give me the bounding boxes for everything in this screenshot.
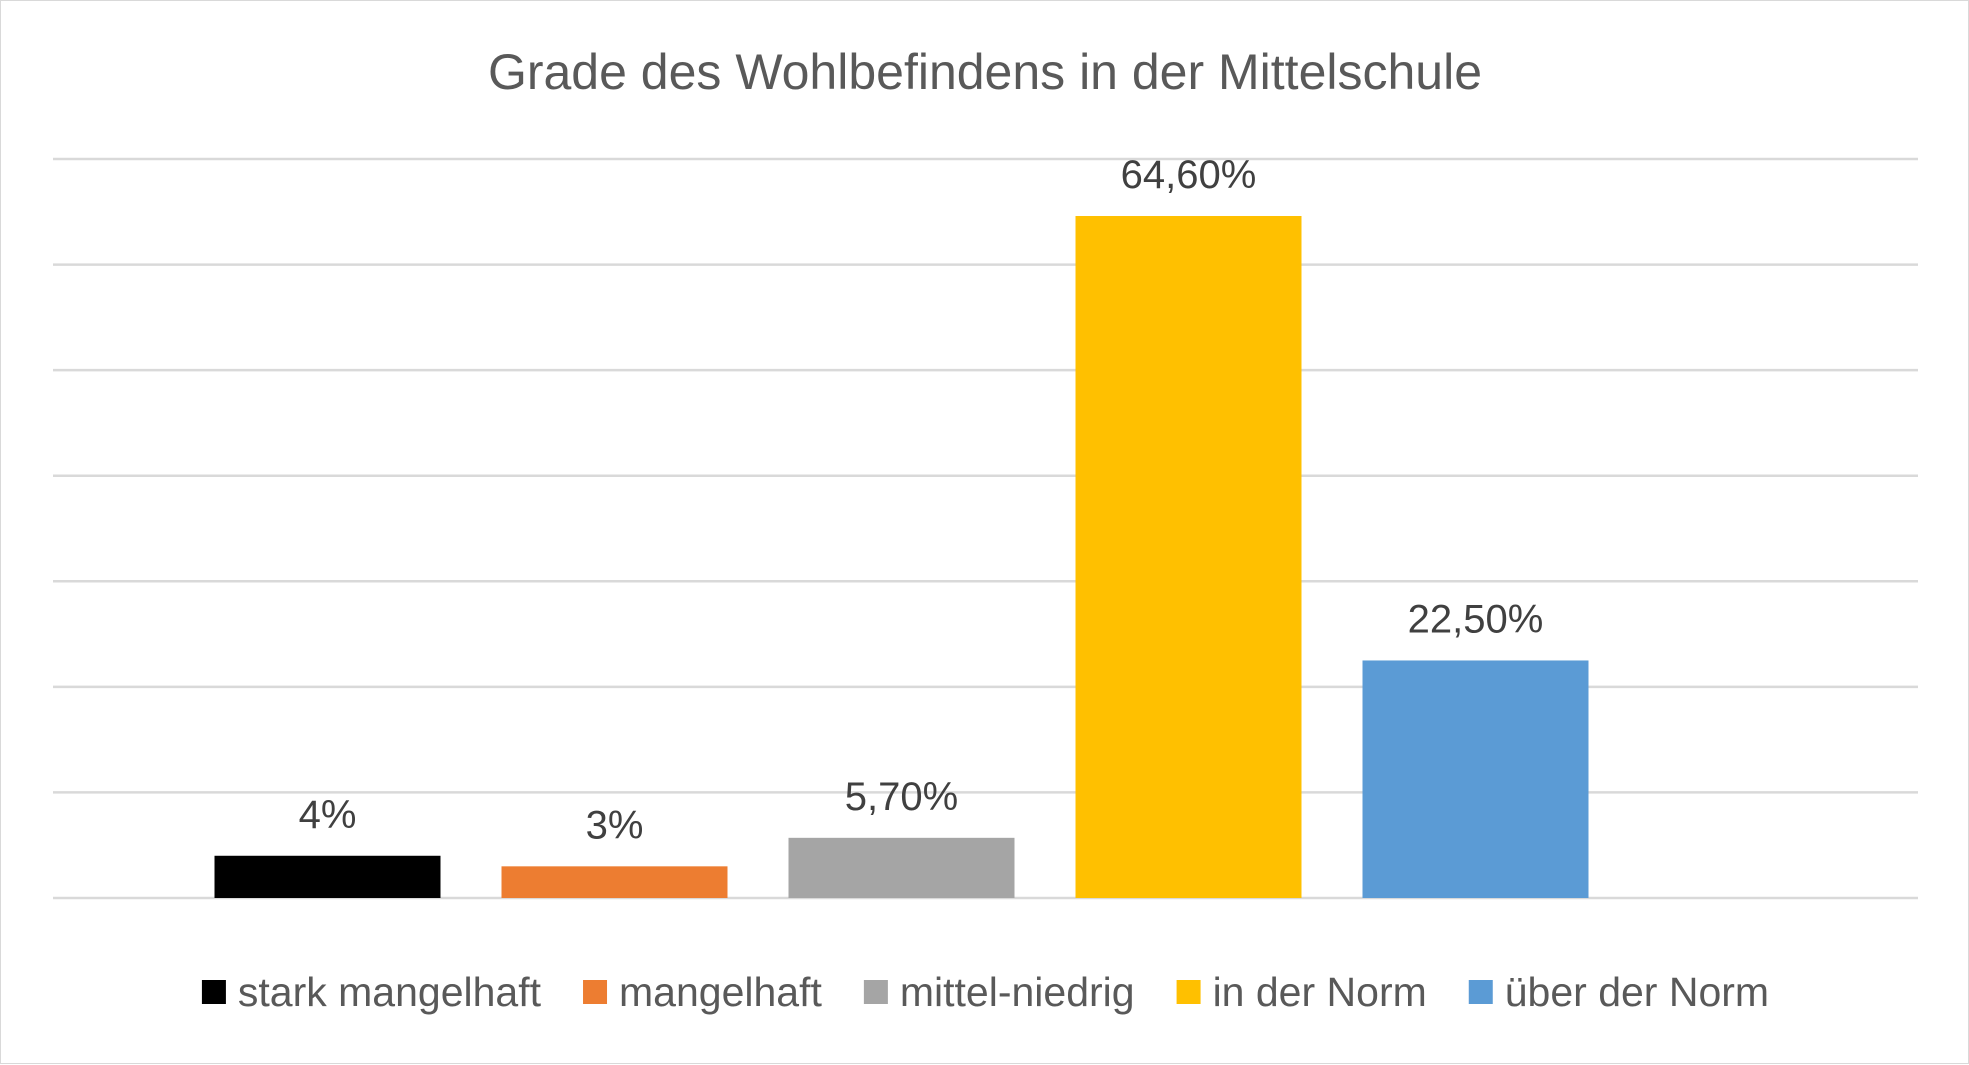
legend-swatch bbox=[201, 980, 226, 1004]
legend-label: mangelhaft bbox=[619, 969, 822, 1015]
data-label: 4% bbox=[299, 793, 357, 837]
legend-item: stark mangelhaft bbox=[201, 969, 542, 1015]
legend-item: mangelhaft bbox=[583, 969, 822, 1015]
legend-swatch bbox=[583, 980, 608, 1004]
legend-item: mittel-niedrig bbox=[863, 969, 1135, 1015]
legend-swatch bbox=[1176, 980, 1201, 1004]
bar bbox=[1362, 660, 1589, 898]
legend-label: stark mangelhaft bbox=[238, 969, 542, 1015]
legend-item: über der Norm bbox=[1468, 969, 1769, 1015]
bars bbox=[214, 216, 1589, 899]
bar bbox=[501, 866, 728, 898]
legend-label: in der Norm bbox=[1213, 969, 1427, 1015]
legend-swatch bbox=[1468, 980, 1493, 1004]
bar bbox=[788, 837, 1015, 898]
legend: stark mangelhaft mangelhaft mittel-niedrig… bbox=[201, 969, 1769, 1015]
gridlines bbox=[53, 157, 1918, 900]
chart-title: Grade des Wohlbefindens in der Mittelsch… bbox=[488, 44, 1482, 100]
legend-label: mittel-niedrig bbox=[900, 969, 1135, 1015]
legend-label: über der Norm bbox=[1505, 969, 1769, 1015]
bar bbox=[1075, 216, 1302, 899]
data-label: 3% bbox=[586, 803, 644, 847]
legend-item: in der Norm bbox=[1176, 969, 1427, 1015]
data-label: 22,50% bbox=[1408, 597, 1544, 641]
data-labels: 4% 3% 5,70% 64,60% 22,50% bbox=[299, 153, 1544, 847]
data-label: 64,60% bbox=[1121, 153, 1257, 197]
data-label: 5,70% bbox=[845, 775, 958, 819]
legend-swatch bbox=[863, 980, 888, 1004]
bar bbox=[214, 855, 441, 898]
